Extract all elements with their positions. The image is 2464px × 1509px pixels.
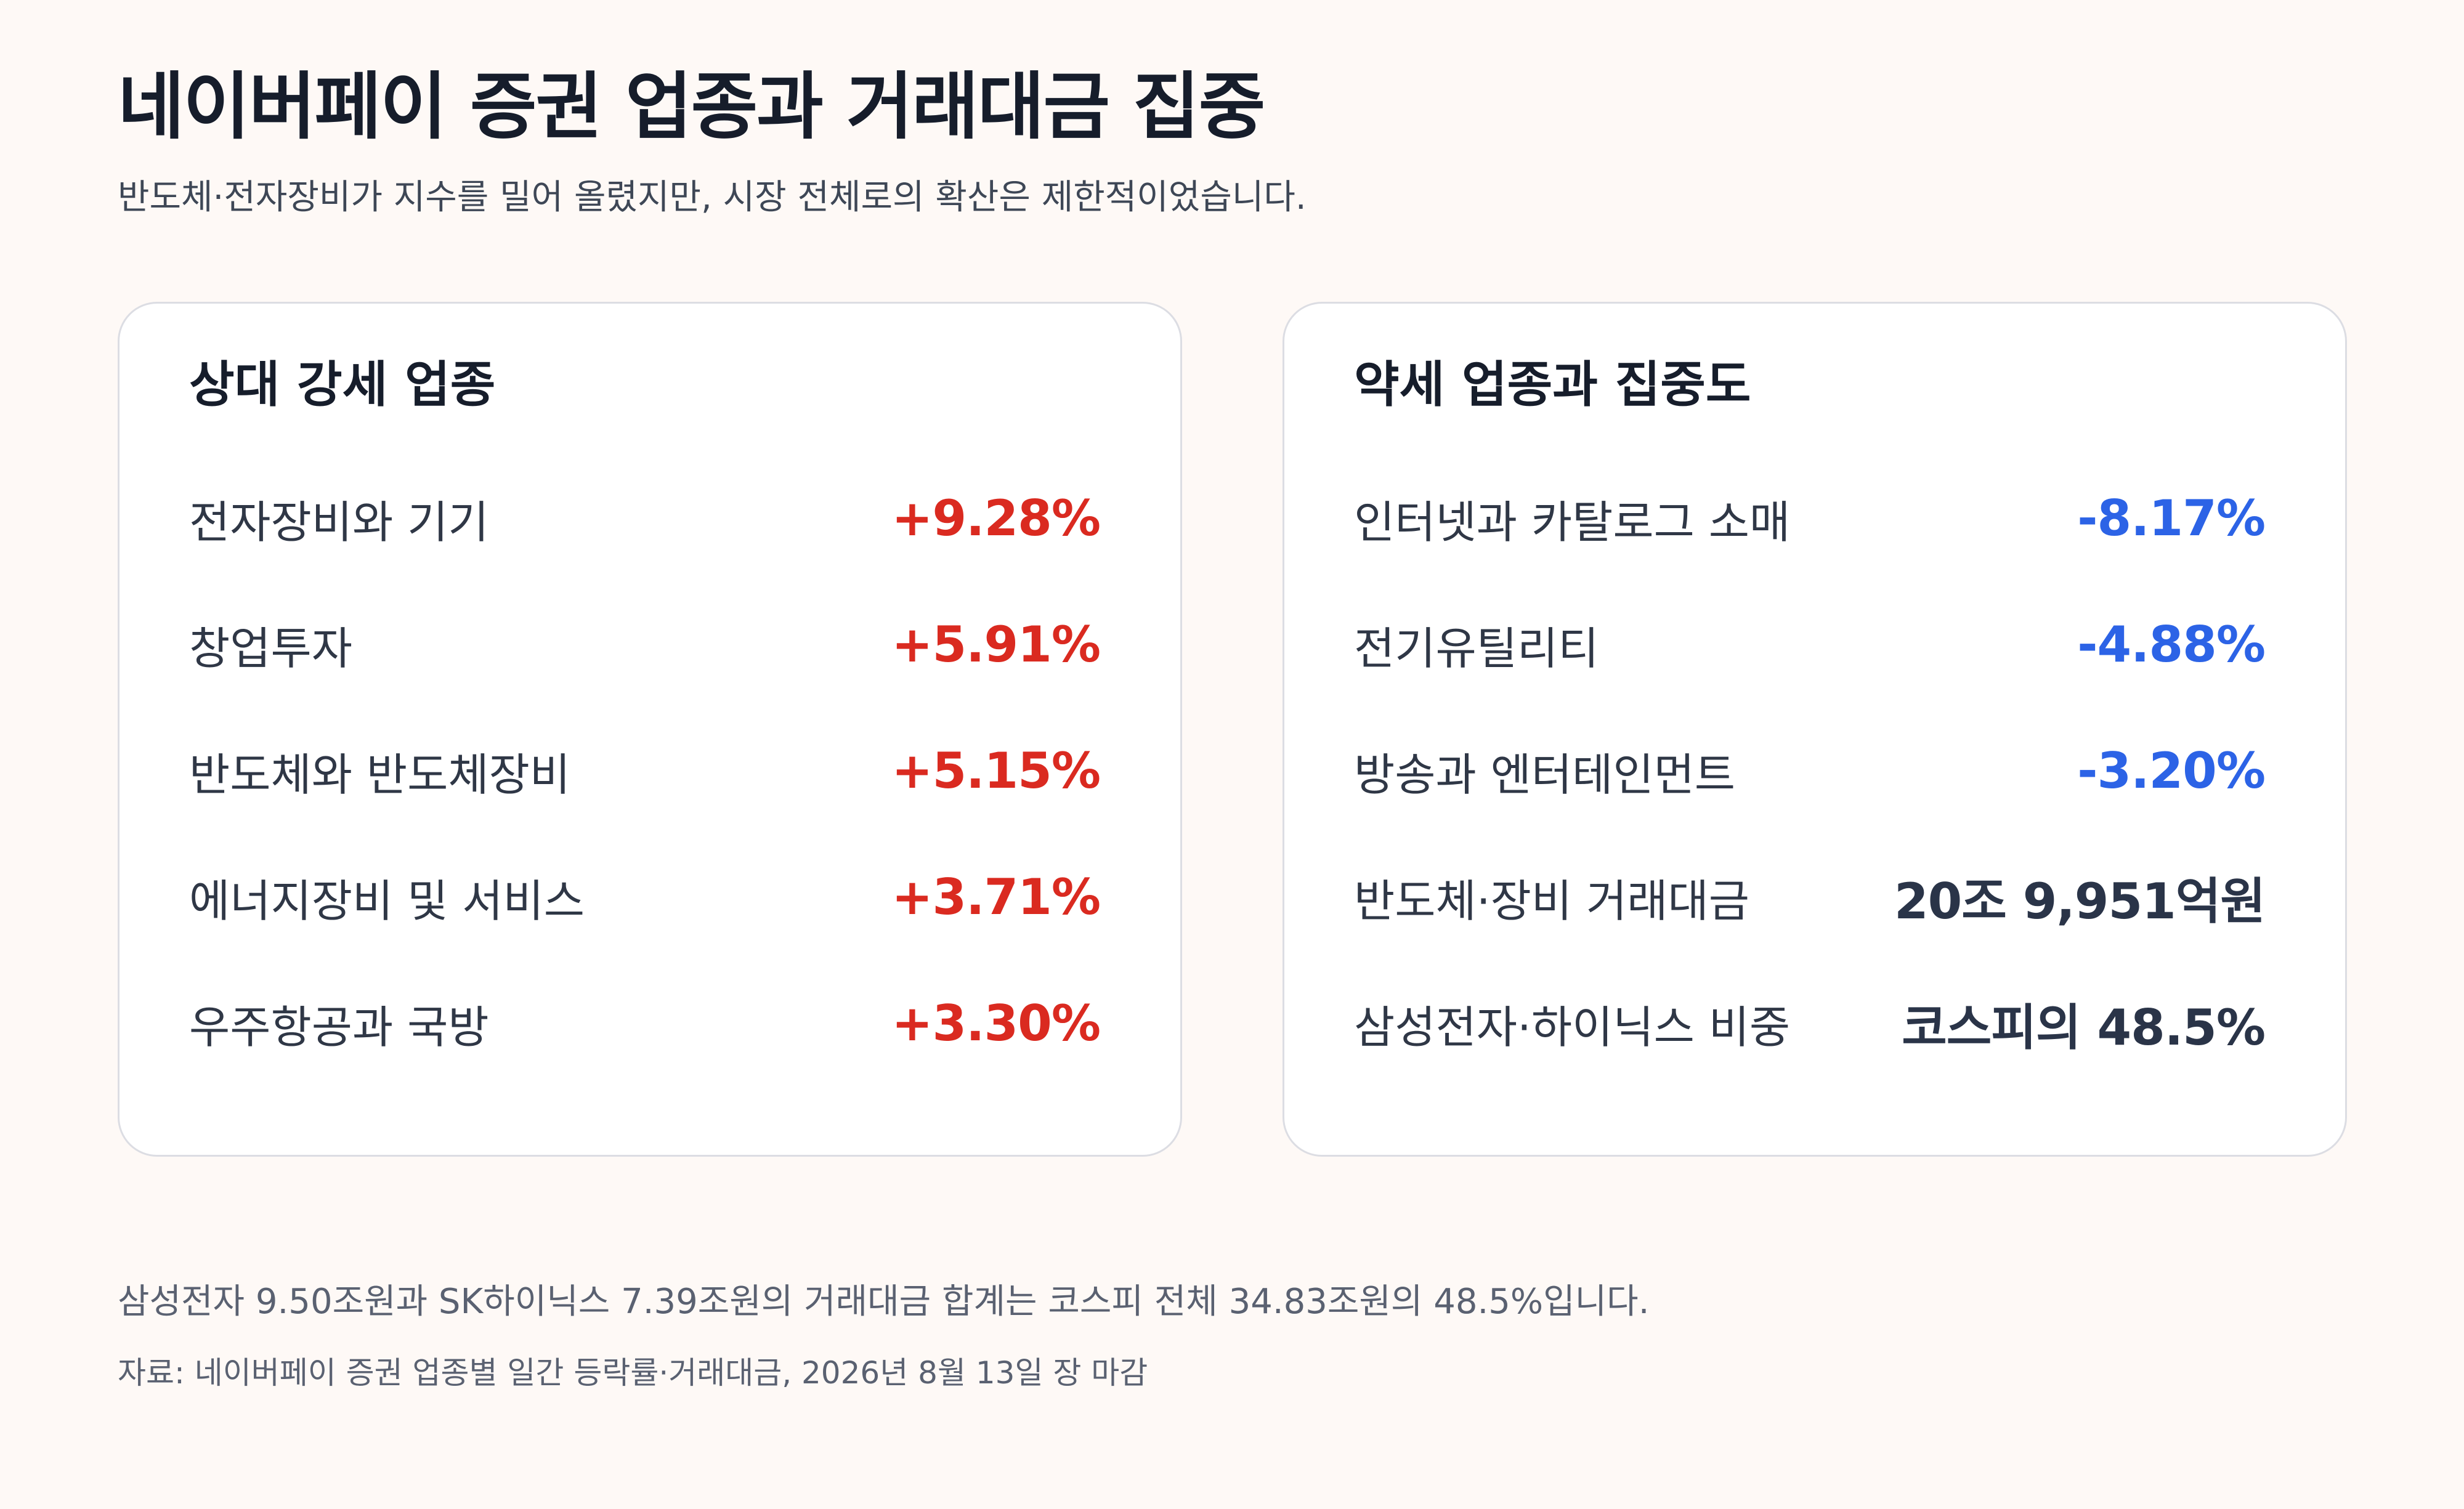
sector-change-up: +5.91%: [891, 616, 1101, 673]
sector-row: 우주항공과 국방 +3.30%: [189, 960, 1101, 1086]
market-share-value: 코스피의 48.5%: [1902, 998, 2266, 1056]
strong-sectors-card: 상대 강세 업종 전자장비와 기기 +9.28% 창업투자 +5.91% 반도체…: [118, 302, 1182, 1157]
sector-change-up: +9.28%: [891, 490, 1101, 547]
sector-label: 인터넷과 카탈로그 소매: [1354, 496, 1791, 548]
weak-sectors-list: 인터넷과 카탈로그 소매 -8.17% 전기유틸리티 -4.88% 방송과 엔터…: [1354, 455, 2266, 1086]
sector-change-up: +5.15%: [891, 742, 1101, 799]
sector-label: 반도체와 반도체장비: [189, 749, 571, 801]
sector-change-down: -8.17%: [2077, 490, 2266, 547]
sector-change-up: +3.30%: [891, 995, 1101, 1052]
weak-sectors-title: 약세 업종과 집중도: [1354, 356, 1751, 413]
source-citation: 자료: 네이버페이 증권 업종별 일간 등락률·거래대금, 2026년 8월 1…: [118, 1355, 1148, 1391]
sector-label: 창업투자: [189, 623, 352, 674]
page-subtitle: 반도체·전자장비가 지수를 밀어 올렸지만, 시장 전체로의 확산은 제한적이었…: [118, 177, 1307, 217]
sector-label: 에너지장비 및 서비스: [189, 875, 585, 927]
sector-row: 전자장비와 기기 +9.28%: [189, 455, 1101, 581]
sector-change-down: -4.88%: [2077, 616, 2266, 673]
sector-label: 전기유틸리티: [1354, 623, 1599, 674]
metric-row: 반도체·장비 거래대금 20조 9,951억원: [1354, 834, 2266, 960]
sector-row: 방송과 엔터테인먼트 -3.20%: [1354, 708, 2266, 834]
sector-label: 전자장비와 기기: [189, 496, 489, 548]
trading-value-amount: 20조 9,951억원: [1894, 872, 2266, 930]
sector-row: 에너지장비 및 서비스 +3.71%: [189, 834, 1101, 960]
metric-label: 반도체·장비 거래대금: [1354, 875, 1749, 927]
page-title: 네이버페이 증권 업종과 거래대금 집중: [118, 64, 1265, 149]
sector-change-down: -3.20%: [2077, 742, 2266, 799]
sector-row: 전기유틸리티 -4.88%: [1354, 581, 2266, 708]
sector-label: 방송과 엔터테인먼트: [1354, 749, 1736, 801]
metric-row: 삼성전자·하이닉스 비중 코스피의 48.5%: [1354, 960, 2266, 1086]
metric-label: 삼성전자·하이닉스 비중: [1354, 1001, 1791, 1053]
footnote: 삼성전자 9.50조원과 SK하이닉스 7.39조원의 거래대금 합계는 코스피…: [118, 1282, 1650, 1322]
sector-label: 우주항공과 국방: [189, 1001, 489, 1053]
sector-change-up: +3.71%: [891, 868, 1101, 926]
weak-sectors-card: 약세 업종과 집중도 인터넷과 카탈로그 소매 -8.17% 전기유틸리티 -4…: [1283, 302, 2347, 1157]
sector-row: 인터넷과 카탈로그 소매 -8.17%: [1354, 455, 2266, 581]
strong-sectors-title: 상대 강세 업종: [189, 356, 496, 413]
sector-row: 창업투자 +5.91%: [189, 581, 1101, 708]
strong-sectors-list: 전자장비와 기기 +9.28% 창업투자 +5.91% 반도체와 반도체장비 +…: [189, 455, 1101, 1086]
sector-row: 반도체와 반도체장비 +5.15%: [189, 708, 1101, 834]
